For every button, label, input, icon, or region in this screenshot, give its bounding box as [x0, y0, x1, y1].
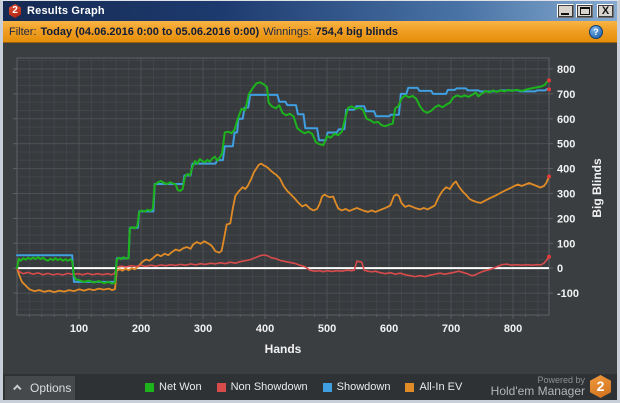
x-tick-label: 600 — [380, 323, 398, 335]
winnings-label: Winnings: — [263, 25, 312, 38]
chevron-up-icon — [13, 384, 22, 393]
y-tick-label: 300 — [557, 188, 575, 200]
series-end-marker — [547, 254, 551, 259]
footer-bar: Options Net Won Non Showdown Showdown All-I… — [3, 374, 617, 400]
y-axis-title: Big Blinds — [590, 158, 604, 218]
minimize-button[interactable] — [557, 4, 574, 18]
x-tick-label: 400 — [256, 323, 274, 335]
x-tick-label: 700 — [442, 323, 460, 335]
series-end-marker — [547, 87, 551, 92]
close-button[interactable]: X — [597, 4, 614, 18]
brand-name: Hold'em Manager — [490, 384, 585, 399]
y-tick-label: 700 — [557, 89, 575, 101]
legend-label: All-In EV — [419, 381, 463, 393]
y-tick-label: 200 — [557, 213, 575, 225]
y-tick-label: 400 — [557, 164, 575, 176]
legend-item-showdown: Showdown — [322, 381, 391, 393]
maximize-button[interactable] — [576, 4, 593, 18]
window-controls: X — [557, 4, 614, 18]
help-icon[interactable]: ? — [589, 24, 603, 39]
app-icon: 2 — [8, 4, 22, 18]
y-tick-label: 100 — [557, 238, 575, 250]
filter-bar: Filter: Today (04.06.2016 0:00 to 05.06.… — [3, 21, 617, 43]
filter-value: Today (04.06.2016 0:00 to 05.06.2016 0:0… — [40, 25, 260, 38]
y-tick-label: -100 — [557, 288, 579, 300]
minimize-icon — [561, 13, 569, 15]
series-non-showdown — [16, 254, 550, 278]
legend-swatch-icon — [145, 382, 155, 392]
x-tick-label: 800 — [504, 323, 522, 335]
series-end-marker — [547, 174, 551, 179]
x-axis-title: Hands — [265, 342, 302, 356]
plot-border — [16, 57, 550, 316]
series-end-marker — [547, 78, 551, 83]
y-tick-label: 600 — [557, 114, 575, 126]
powered-by: Powered by Hold'em Manager — [490, 374, 585, 399]
legend-item-all-in-ev: All-In EV — [405, 381, 462, 393]
results-chart: 100 200 300 400 500 600 700 800 -100 0 100 200 300 40… — [3, 43, 617, 374]
y-tick-label: 800 — [557, 64, 575, 76]
x-tick-label: 500 — [318, 323, 336, 335]
legend-label: Showdown — [336, 381, 391, 393]
x-tick-label: 100 — [70, 323, 88, 335]
y-tick-label: 0 — [557, 263, 563, 275]
x-tick-label: 200 — [132, 323, 150, 335]
legend-item-net-won: Net Won — [145, 381, 202, 393]
maximize-icon — [580, 7, 590, 15]
x-tick-label: 300 — [194, 323, 212, 335]
y-tick-label: 500 — [557, 139, 575, 151]
legend-swatch-icon — [405, 382, 415, 392]
hm2-logo-icon: 2 — [590, 375, 611, 398]
powered-by-text: Powered by — [537, 374, 585, 385]
series-all-in-ev — [16, 162, 550, 294]
close-icon: X — [601, 5, 610, 17]
legend-label: Non Showdown — [230, 381, 308, 393]
winnings-value: 754,4 big blinds — [315, 25, 399, 38]
filter-label: Filter: — [9, 25, 37, 38]
options-label: Options — [30, 381, 72, 395]
legend-swatch-icon — [216, 382, 226, 392]
options-button[interactable]: Options — [5, 376, 75, 400]
title-bar: 2 Results Graph X — [3, 1, 617, 21]
chart-legend: Net Won Non Showdown Showdown All-In EV — [145, 381, 462, 393]
chart-svg: 100 200 300 400 500 600 700 800 -100 0 100 200 300 40… — [13, 57, 604, 356]
window-title: Results Graph — [27, 5, 105, 17]
legend-label: Net Won — [159, 381, 202, 393]
series-net-won — [16, 79, 550, 285]
legend-item-non-showdown: Non Showdown — [216, 381, 308, 393]
legend-swatch-icon — [322, 382, 332, 392]
